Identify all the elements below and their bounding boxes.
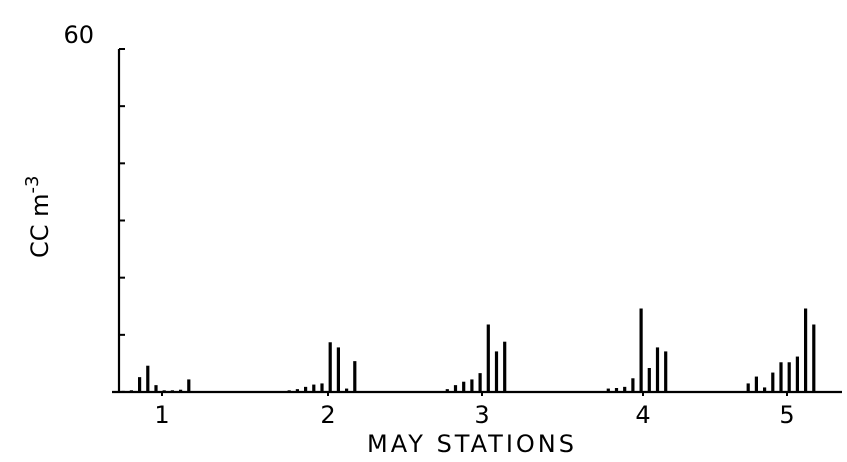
x-tick-label-3: 3 [474,401,489,429]
y-axis-label-main: CC m [26,193,54,258]
y-ticks-group [119,48,788,396]
x-tick-label-4: 4 [635,401,650,429]
y-axis-label: CC m-3 [22,176,54,258]
y-tick-labels-group: 60 [63,21,94,49]
x-tick-label-1: 1 [154,401,169,429]
x-tick-label-5: 5 [779,401,794,429]
x-tick-label-2: 2 [320,401,335,429]
x-axis-label: MAY STATIONS [367,430,577,458]
y-axis-label-exponent: -3 [22,176,43,194]
x-tick-labels-group: 1 2 3 4 5 [154,401,794,429]
bars-group [121,308,816,392]
y-tick-label-60: 60 [63,21,94,49]
